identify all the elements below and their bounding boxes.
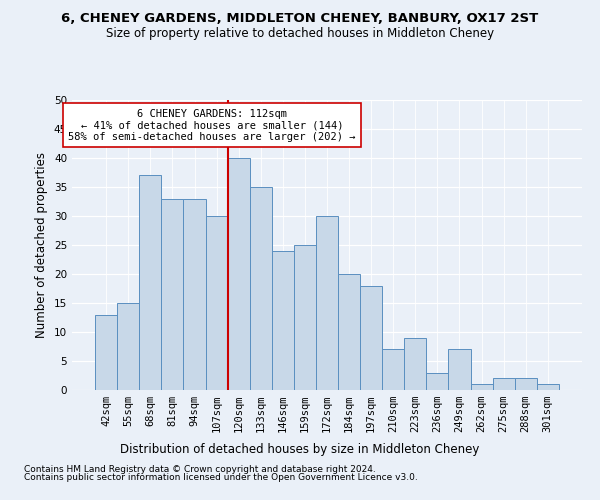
Text: 6 CHENEY GARDENS: 112sqm
← 41% of detached houses are smaller (144)
58% of semi-: 6 CHENEY GARDENS: 112sqm ← 41% of detach… <box>68 108 356 142</box>
Bar <box>515 378 537 390</box>
Bar <box>338 274 360 390</box>
Bar <box>117 303 139 390</box>
Bar <box>360 286 382 390</box>
Bar <box>272 251 294 390</box>
Bar <box>250 187 272 390</box>
Bar <box>316 216 338 390</box>
Text: 6, CHENEY GARDENS, MIDDLETON CHENEY, BANBURY, OX17 2ST: 6, CHENEY GARDENS, MIDDLETON CHENEY, BAN… <box>61 12 539 26</box>
Text: Size of property relative to detached houses in Middleton Cheney: Size of property relative to detached ho… <box>106 28 494 40</box>
Bar <box>227 158 250 390</box>
Bar <box>294 245 316 390</box>
Y-axis label: Number of detached properties: Number of detached properties <box>35 152 49 338</box>
Text: Contains public sector information licensed under the Open Government Licence v3: Contains public sector information licen… <box>24 472 418 482</box>
Text: Distribution of detached houses by size in Middleton Cheney: Distribution of detached houses by size … <box>121 442 479 456</box>
Bar <box>493 378 515 390</box>
Bar <box>448 350 470 390</box>
Bar <box>95 314 117 390</box>
Text: Contains HM Land Registry data © Crown copyright and database right 2024.: Contains HM Land Registry data © Crown c… <box>24 465 376 474</box>
Bar <box>537 384 559 390</box>
Bar <box>206 216 227 390</box>
Bar <box>404 338 427 390</box>
Bar <box>161 198 184 390</box>
Bar <box>382 350 404 390</box>
Bar <box>470 384 493 390</box>
Bar <box>184 198 206 390</box>
Bar <box>427 372 448 390</box>
Bar <box>139 176 161 390</box>
